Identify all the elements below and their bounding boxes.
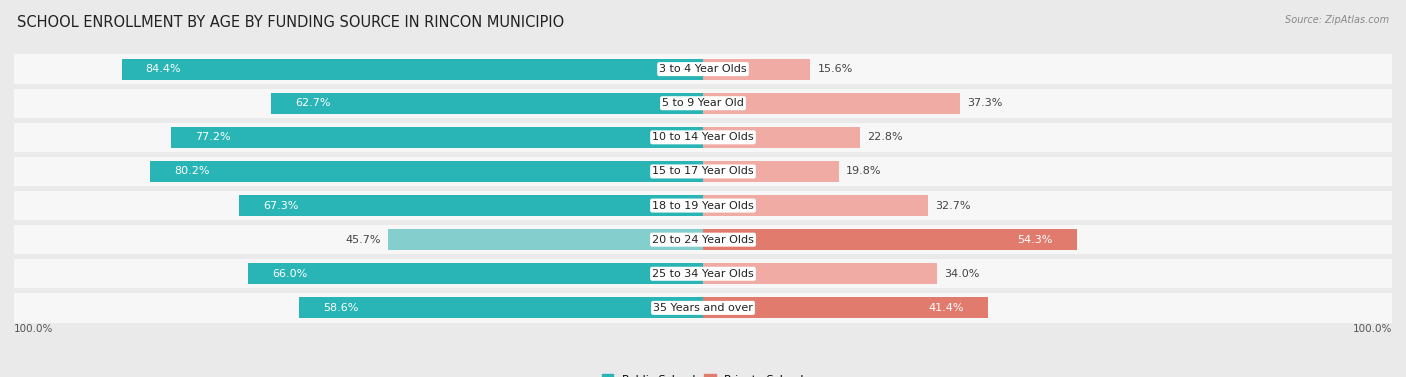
Text: 34.0%: 34.0% [945, 269, 980, 279]
Text: 19.8%: 19.8% [846, 166, 882, 176]
Bar [271, 93, 703, 114]
Text: 35 Years and over: 35 Years and over [652, 303, 754, 313]
Legend: Public School, Private School: Public School, Private School [598, 370, 808, 377]
Text: 84.4%: 84.4% [146, 64, 181, 74]
FancyBboxPatch shape [14, 225, 1392, 254]
FancyBboxPatch shape [14, 259, 1392, 288]
Text: 18 to 19 Year Olds: 18 to 19 Year Olds [652, 201, 754, 211]
Text: 15.6%: 15.6% [817, 64, 852, 74]
Text: 41.4%: 41.4% [928, 303, 965, 313]
Text: 15 to 17 Year Olds: 15 to 17 Year Olds [652, 166, 754, 176]
Text: 58.6%: 58.6% [323, 303, 359, 313]
Text: 54.3%: 54.3% [1018, 234, 1053, 245]
FancyBboxPatch shape [14, 293, 1392, 323]
Bar [172, 127, 703, 148]
Text: Source: ZipAtlas.com: Source: ZipAtlas.com [1285, 15, 1389, 25]
Text: 67.3%: 67.3% [263, 201, 299, 211]
Bar [703, 127, 860, 148]
Bar [703, 229, 1077, 250]
Text: 37.3%: 37.3% [967, 98, 1002, 108]
FancyBboxPatch shape [14, 54, 1392, 84]
FancyBboxPatch shape [14, 123, 1392, 152]
Text: 66.0%: 66.0% [273, 269, 308, 279]
Bar [703, 58, 810, 80]
Text: 25 to 34 Year Olds: 25 to 34 Year Olds [652, 269, 754, 279]
Bar [239, 195, 703, 216]
Bar [703, 93, 960, 114]
Text: 45.7%: 45.7% [346, 234, 381, 245]
Text: SCHOOL ENROLLMENT BY AGE BY FUNDING SOURCE IN RINCON MUNICIPIO: SCHOOL ENROLLMENT BY AGE BY FUNDING SOUR… [17, 15, 564, 30]
Bar [299, 297, 703, 319]
Bar [703, 195, 928, 216]
Text: 10 to 14 Year Olds: 10 to 14 Year Olds [652, 132, 754, 143]
Bar [703, 263, 938, 284]
Text: 100.0%: 100.0% [14, 324, 53, 334]
Text: 20 to 24 Year Olds: 20 to 24 Year Olds [652, 234, 754, 245]
Text: 5 to 9 Year Old: 5 to 9 Year Old [662, 98, 744, 108]
Bar [121, 58, 703, 80]
Text: 77.2%: 77.2% [195, 132, 231, 143]
FancyBboxPatch shape [14, 89, 1392, 118]
Text: 100.0%: 100.0% [1353, 324, 1392, 334]
Bar [249, 263, 703, 284]
Bar [703, 297, 988, 319]
Text: 22.8%: 22.8% [868, 132, 903, 143]
Text: 80.2%: 80.2% [174, 166, 209, 176]
Text: 32.7%: 32.7% [935, 201, 970, 211]
FancyBboxPatch shape [14, 191, 1392, 220]
Text: 3 to 4 Year Olds: 3 to 4 Year Olds [659, 64, 747, 74]
FancyBboxPatch shape [14, 157, 1392, 186]
Bar [388, 229, 703, 250]
Bar [150, 161, 703, 182]
Bar [703, 161, 839, 182]
Text: 62.7%: 62.7% [295, 98, 330, 108]
